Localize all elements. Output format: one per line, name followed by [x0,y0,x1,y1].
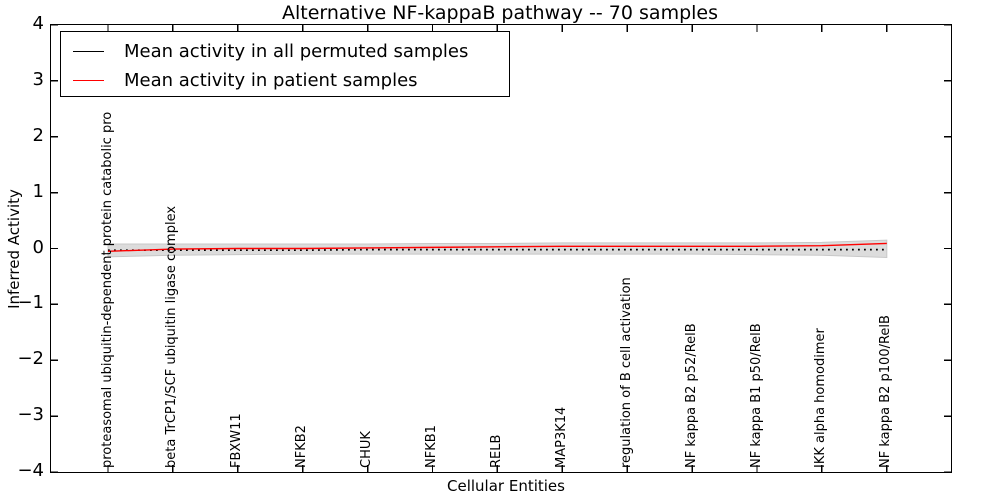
permuted-mean-line [108,248,887,252]
legend-entry-patient: Mean activity in patient samples [61,66,509,95]
legend: Mean activity in all permuted samples Me… [60,31,510,97]
y-tick-label: −2 [17,348,44,370]
y-tick-label: 1 [32,180,44,202]
plot-area [50,24,952,473]
x-tick-label: proteasomal ubiquitin-dependent protein … [99,111,115,468]
y-tick-label: 4 [32,13,44,34]
legend-line-sample-red [73,80,104,81]
x-tick-label: NF kappa B2 p52/RelB [683,323,699,468]
x-tick-label: NF kappa B2 p100/RelB [878,315,894,468]
y-tick-label: −4 [17,460,44,481]
y-tick-label: −3 [17,404,44,426]
x-tick-label: beta TrCP1/SCF ubiquitin ligase complex [164,205,180,468]
plot-canvas [51,25,951,472]
legend-label: Mean activity in all permuted samples [124,41,469,62]
x-tick-label: RELB [488,434,504,468]
chart-title: Alternative NF-kappaB pathway -- 70 samp… [281,2,719,24]
legend-label: Mean activity in patient samples [124,70,418,91]
x-tick-label: NFKB1 [424,425,439,468]
y-tick-label: 2 [32,124,44,146]
permuted-range-band [107,239,888,258]
y-tick-label: 3 [32,68,44,90]
legend-entry-permuted: Mean activity in all permuted samples [61,37,509,66]
x-tick-label: NFKB2 [294,425,310,468]
x-tick-label: FBXW11 [229,413,245,468]
x-axis-label: Cellular Entities [447,477,565,495]
y-tick-label: −1 [17,292,44,314]
legend-line-sample-black [73,51,104,52]
patient-mean-line [107,242,887,252]
x-tick-label: regulation of B cell activation [618,277,634,468]
x-tick-label: IKK alpha homodimer [813,328,829,468]
x-tick-label: NF kappa B1 p50/RelB [748,323,764,468]
x-tick-label: CHUK [359,431,375,468]
y-tick-label: 0 [32,236,44,258]
x-tick-label: MAP3K14 [553,406,569,468]
